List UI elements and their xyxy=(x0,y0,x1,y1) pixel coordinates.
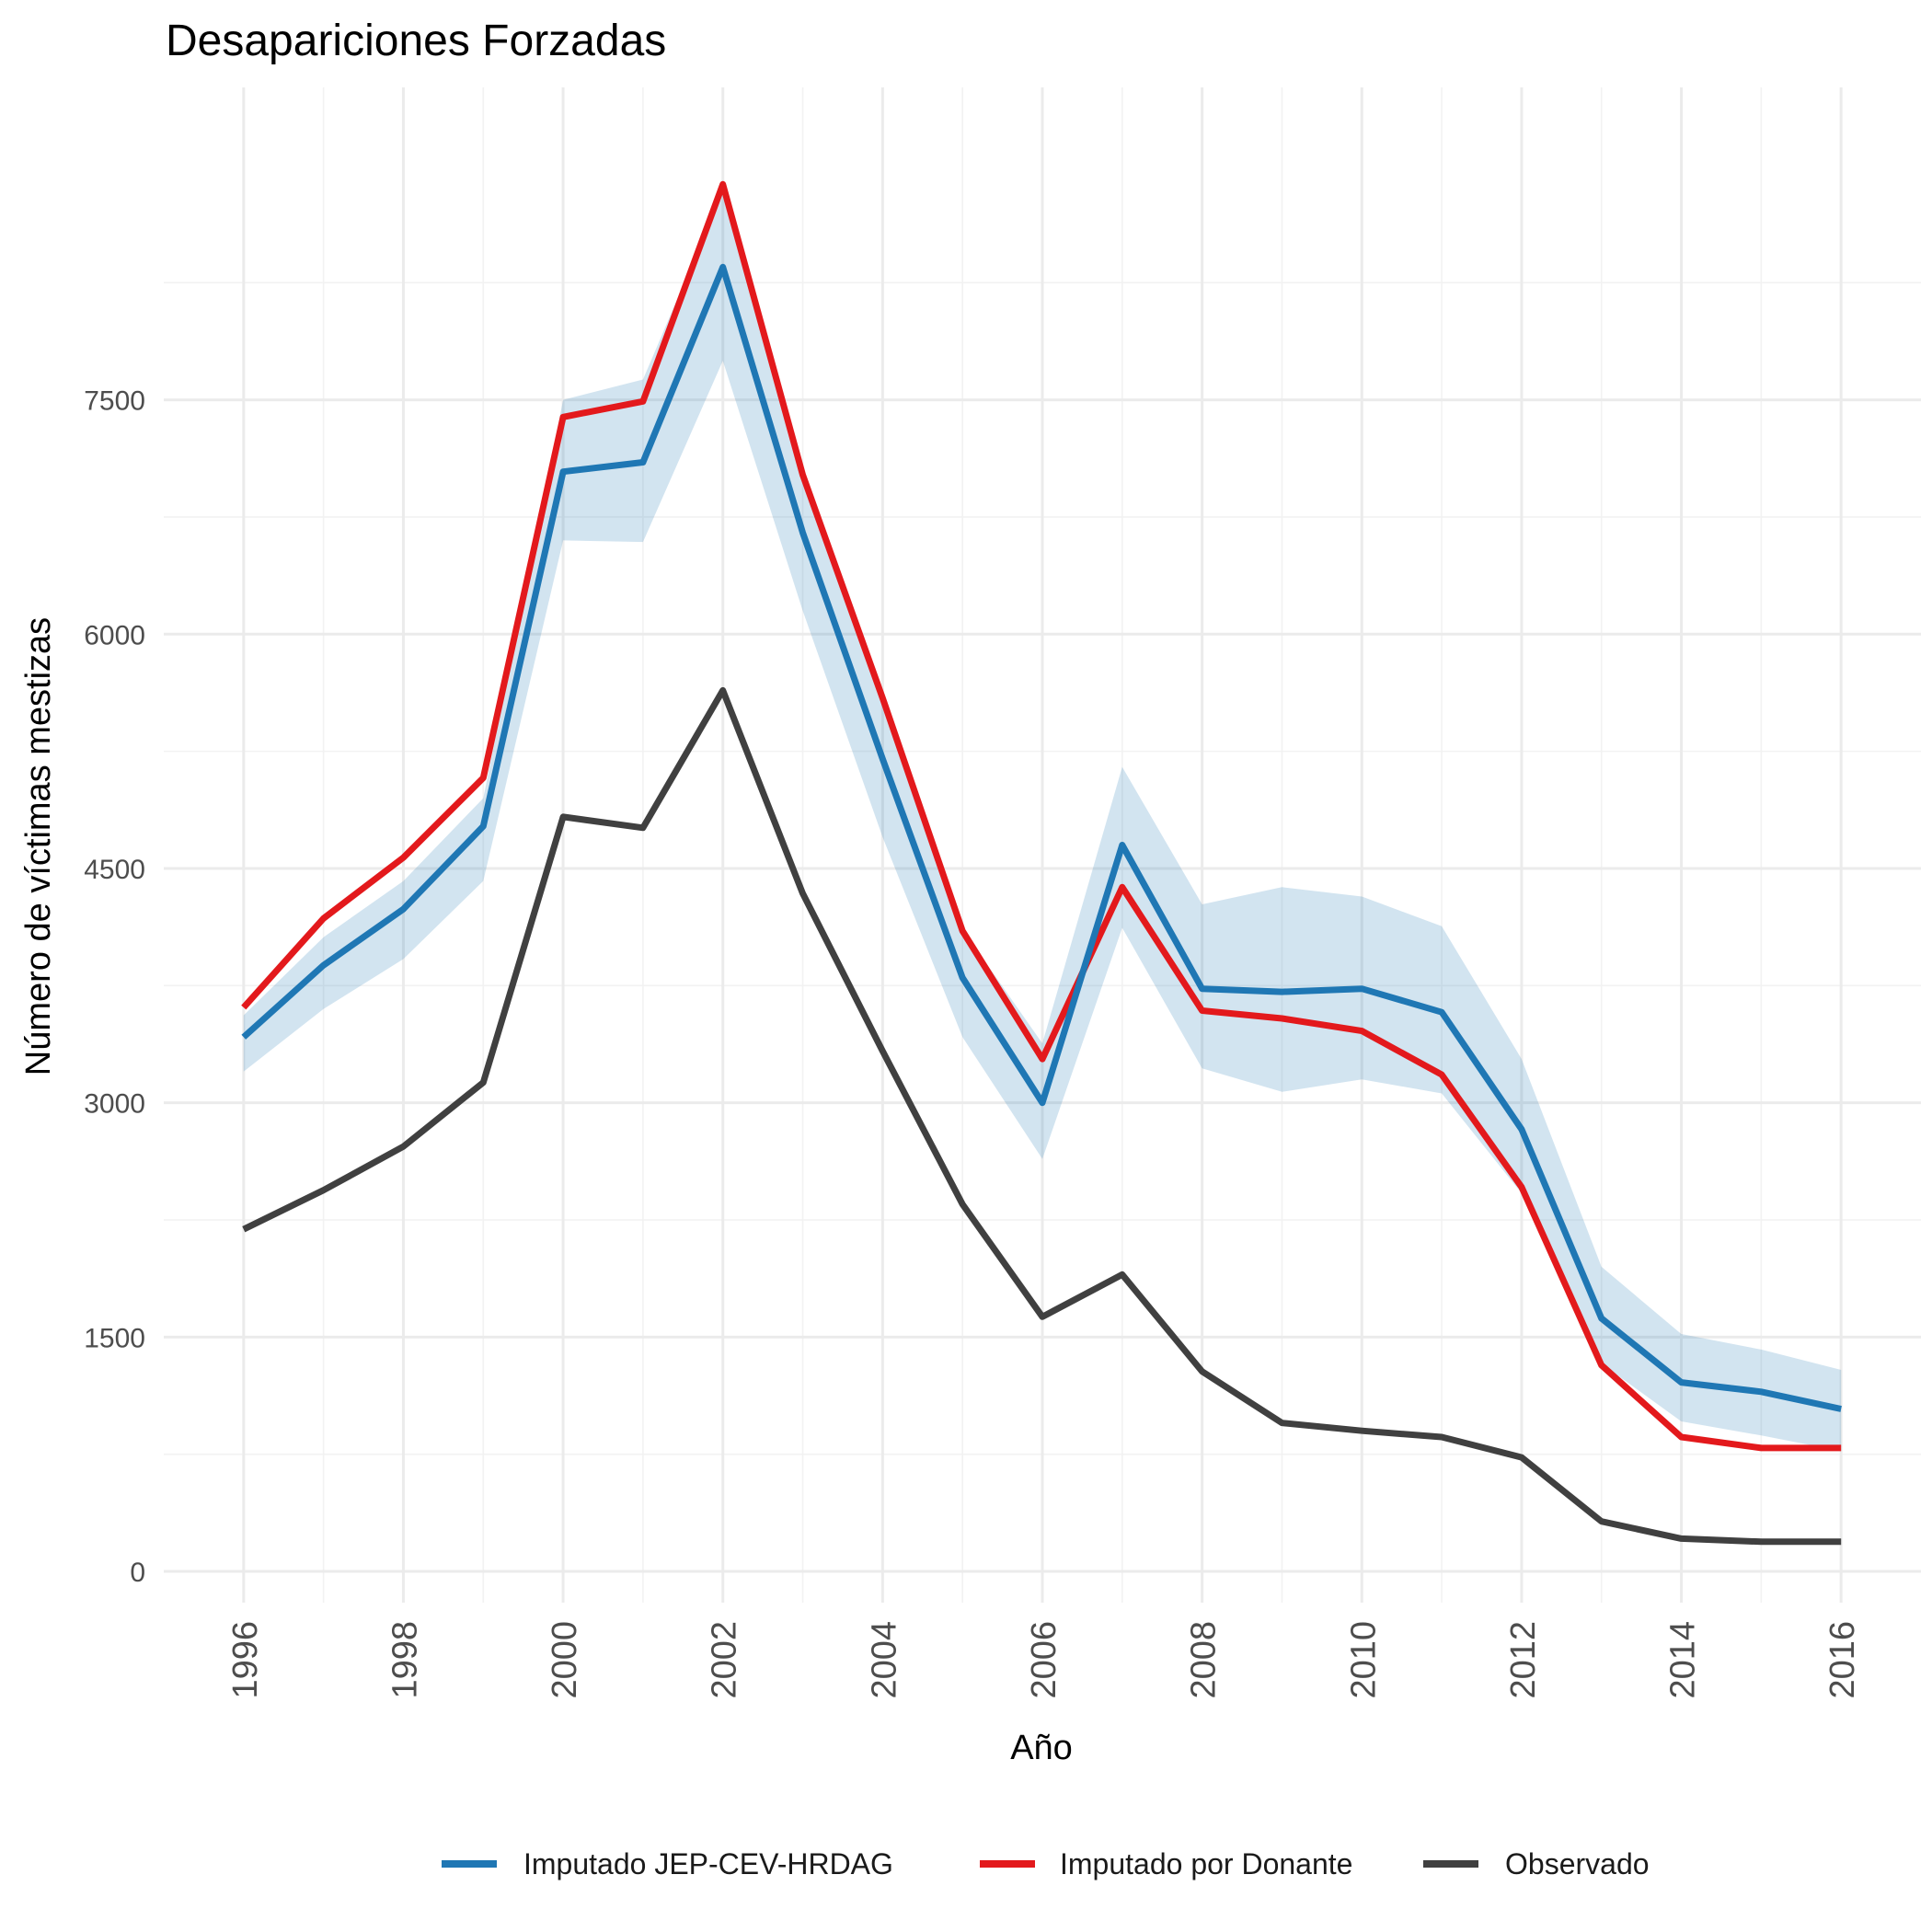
x-tick-label: 2016 xyxy=(1823,1621,1862,1699)
band-imputado-jep-cev-hrdag xyxy=(243,191,1842,1452)
x-axis-ticks: 1996 1998 2000 2002 2004 2006 2008 2010 2012 2014… xyxy=(226,1621,1862,1699)
x-tick-label: 2004 xyxy=(865,1621,903,1699)
x-tick-label: 2000 xyxy=(546,1621,584,1699)
chart-title: Desapariciones Forzadas xyxy=(166,17,666,65)
x-tick-label: 2006 xyxy=(1025,1621,1064,1699)
x-axis-title: Año xyxy=(1010,1729,1073,1767)
x-tick-label: 2010 xyxy=(1344,1621,1383,1699)
confidence-bands xyxy=(243,191,1842,1452)
x-tick-label: 2008 xyxy=(1185,1621,1224,1699)
series-line-observado xyxy=(242,686,1842,1546)
y-axis-ticks: 0 1500 3000 4500 6000 7500 xyxy=(84,386,145,1588)
legend: Imputado JEP-CEV-HRDAG Imputado por Donan… xyxy=(442,1847,1650,1880)
series-lines xyxy=(241,180,1842,1546)
series-line-imputado-por-donante xyxy=(241,180,1842,1452)
legend-label: Imputado JEP-CEV-HRDAG xyxy=(523,1847,893,1880)
series-line-imputado-jep-cev-hrdag xyxy=(241,263,1842,1412)
y-tick-label: 6000 xyxy=(84,620,145,650)
x-tick-label: 1998 xyxy=(385,1621,424,1699)
y-tick-label: 7500 xyxy=(84,386,145,417)
y-tick-label: 4500 xyxy=(84,855,145,885)
y-tick-label: 1500 xyxy=(84,1323,145,1353)
y-tick-label: 3000 xyxy=(84,1089,145,1120)
legend-label: Observado xyxy=(1505,1847,1650,1880)
y-axis-title: Número de víctimas mestizas xyxy=(19,617,58,1075)
x-tick-label: 2014 xyxy=(1664,1621,1703,1699)
x-tick-label: 2012 xyxy=(1504,1621,1543,1699)
x-tick-label: 2002 xyxy=(706,1621,744,1699)
x-tick-label: 1996 xyxy=(226,1621,265,1699)
plot-grid xyxy=(164,87,1921,1603)
y-tick-label: 0 xyxy=(130,1558,145,1588)
legend-label: Imputado por Donante xyxy=(1060,1847,1352,1880)
